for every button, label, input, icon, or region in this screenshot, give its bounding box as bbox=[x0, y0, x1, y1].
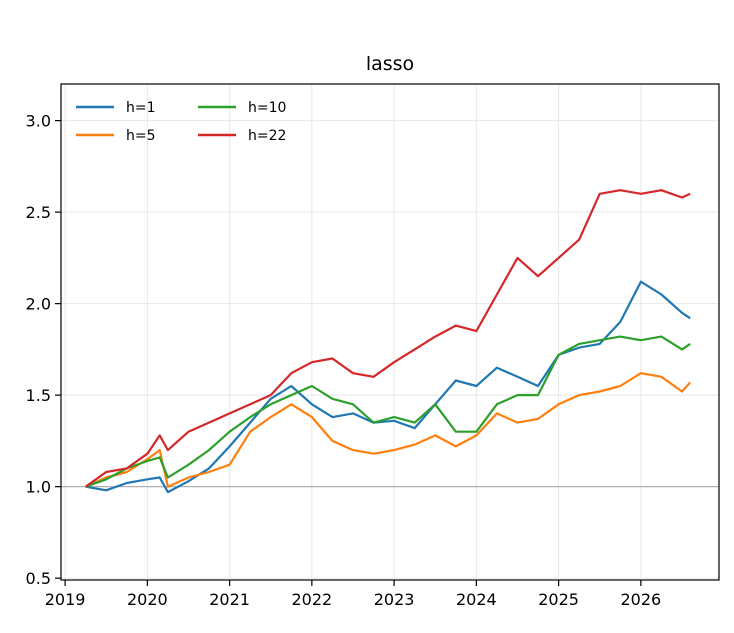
y-tick-label: 0.5 bbox=[26, 569, 51, 588]
x-tick-label: 2022 bbox=[292, 590, 333, 609]
y-tick-label: 2.5 bbox=[26, 203, 51, 222]
x-tick-label: 2026 bbox=[621, 590, 662, 609]
y-axis: 0.5 1.0 1.5 2.0 2.5 3.0 bbox=[26, 112, 61, 588]
plot-frame bbox=[60, 83, 720, 581]
legend-label: h=10 bbox=[248, 100, 286, 116]
chart-title: lasso bbox=[366, 53, 414, 75]
x-axis: 2019 2020 2021 2022 2023 2024 2025 2026 bbox=[45, 580, 661, 609]
x-tick-label: 2021 bbox=[209, 590, 250, 609]
series-line-4 bbox=[85, 189, 691, 488]
x-tick-label: 2019 bbox=[45, 590, 86, 609]
x-tick-label: 2024 bbox=[456, 590, 497, 609]
legend: h=1 h=5 h=10 h=22 bbox=[76, 100, 286, 144]
legend-label: h=5 bbox=[126, 128, 156, 144]
y-tick-label: 3.0 bbox=[26, 112, 51, 131]
y-tick-label: 1.5 bbox=[26, 386, 51, 405]
legend-label: h=1 bbox=[126, 100, 156, 116]
x-tick-label: 2023 bbox=[374, 590, 415, 609]
grid-lines bbox=[61, 84, 719, 580]
y-tick-label: 1.0 bbox=[26, 478, 51, 497]
series-line-1 bbox=[85, 280, 691, 494]
x-tick-label: 2020 bbox=[127, 590, 168, 609]
legend-label: h=22 bbox=[248, 128, 286, 144]
series-layer bbox=[85, 189, 692, 494]
series-line-3 bbox=[85, 335, 691, 488]
series-line-2 bbox=[85, 372, 692, 488]
x-tick-label: 2025 bbox=[538, 590, 579, 609]
y-tick-label: 2.0 bbox=[26, 295, 51, 314]
